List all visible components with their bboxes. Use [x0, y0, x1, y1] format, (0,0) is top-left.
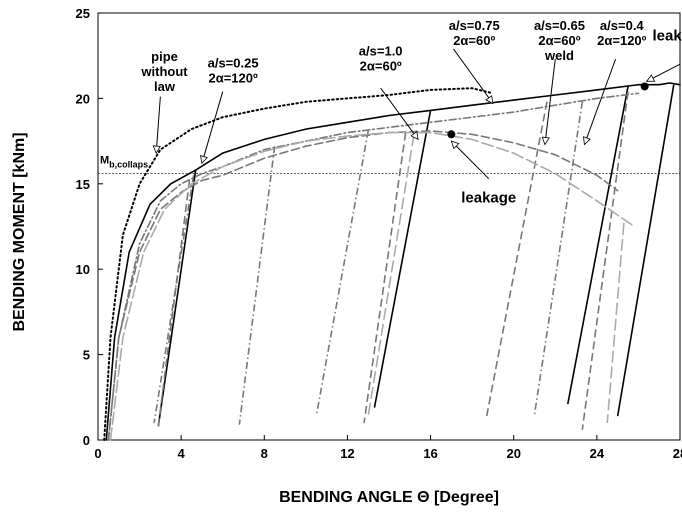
x-tick-label: 8	[261, 446, 268, 461]
marker-layer	[447, 82, 649, 139]
annotation-arrow	[155, 96, 161, 154]
annotation-arrow	[201, 91, 224, 164]
x-tick-label: 12	[340, 446, 354, 461]
y-tick-label: 5	[83, 348, 90, 363]
x-tick-label: 20	[506, 446, 520, 461]
unloading-line	[157, 170, 197, 427]
annotation-label: 2α=60º	[453, 33, 495, 48]
x-axis-title: BENDING ANGLE Θ [Degree]	[279, 489, 499, 506]
annotation-arrowhead	[485, 95, 494, 105]
annotation-label: without	[140, 64, 188, 79]
series-line	[103, 87, 494, 441]
annotation-label: leakage	[461, 190, 516, 207]
unloading-line	[373, 110, 432, 408]
annotation-arrow	[544, 59, 556, 145]
leakage-marker	[640, 82, 649, 91]
annotation-label: leakage	[652, 27, 682, 44]
annotation-label: a/s=0.25	[208, 56, 259, 71]
annotation-label: 2α=60º	[538, 33, 580, 48]
series-line	[107, 130, 619, 441]
annotation-label: a/s=0.75	[449, 18, 500, 33]
series-line	[109, 131, 636, 441]
annotation-arrowhead	[645, 74, 656, 82]
annotation-layer: pipewithoutlawa/s=0.252α=120ºa/s=1.02α=6…	[140, 18, 682, 207]
annotation-arrowhead	[541, 136, 550, 146]
annotation-arrow	[583, 58, 617, 145]
unloading-line	[153, 175, 195, 424]
unloading-line	[485, 101, 548, 417]
series-line	[105, 82, 681, 441]
annotation-arrowhead	[583, 136, 591, 146]
annotation-label: law	[154, 79, 176, 94]
x-tick-label: 24	[590, 446, 605, 461]
series-line	[107, 92, 640, 441]
annotation-arrow	[451, 140, 490, 180]
annotation-arrowhead	[199, 155, 208, 165]
x-tick-label: 4	[178, 446, 186, 461]
collapse-moment-label: Mb,collaps	[100, 155, 148, 170]
unloading-line	[581, 91, 629, 430]
annotation-label: weld	[544, 48, 574, 63]
annotation-label: 2α=120º	[597, 33, 647, 48]
annotation-label: a/s=0.4	[600, 18, 645, 33]
unloading-line	[315, 130, 370, 417]
leakage-marker	[447, 130, 456, 139]
x-tick-label: 28	[673, 446, 682, 461]
y-tick-label: 15	[76, 177, 90, 192]
annotation-arrowhead	[410, 131, 419, 141]
y-axis-title: BENDING MOMENT [kNm]	[11, 132, 28, 331]
annotation-arrow	[380, 87, 419, 140]
y-tick-label: 10	[76, 262, 90, 277]
annotation-label: 2α=60º	[360, 59, 402, 74]
unloading-line	[367, 134, 415, 417]
unloading-line	[157, 180, 191, 427]
unloading-line	[238, 146, 276, 425]
x-tick-label: 16	[423, 446, 437, 461]
y-tick-label: 20	[76, 91, 90, 106]
unloading-line	[363, 132, 407, 424]
y-tick-label: 25	[76, 6, 90, 21]
annotation-arrowhead	[450, 140, 460, 150]
annotation-label: a/s=0.65	[534, 18, 585, 33]
unloading-line	[533, 101, 584, 415]
annotation-label: pipe	[151, 49, 178, 64]
x-tick-label: 0	[94, 446, 101, 461]
annotation-arrowhead	[152, 145, 161, 154]
tick-layer: 0 4 8 12 16 20 24 28 0 5 10 15 20 25	[76, 6, 682, 461]
series-layer	[103, 82, 681, 441]
y-tick-label: 0	[83, 433, 90, 448]
unloading-line	[606, 223, 625, 423]
plot-frame	[97, 12, 681, 441]
annotation-label: a/s=1.0	[359, 44, 403, 59]
annotation-label: 2α=120º	[208, 71, 258, 86]
unloading-line	[616, 84, 675, 417]
annotation-arrow	[453, 48, 494, 104]
unloading-line	[566, 86, 629, 405]
